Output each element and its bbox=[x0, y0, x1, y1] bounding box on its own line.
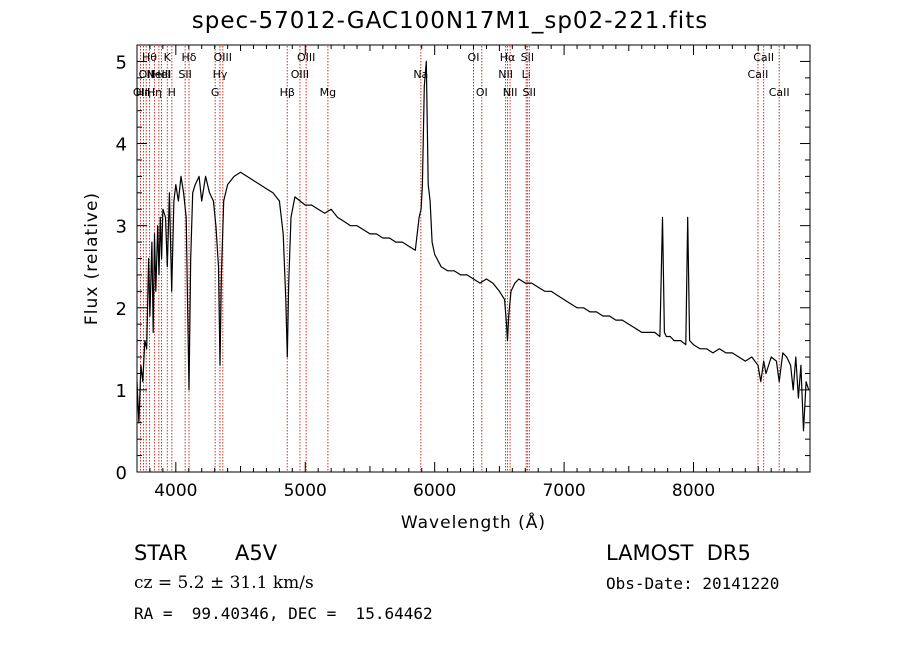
line-marker-label: Hη bbox=[136, 86, 151, 99]
line-marker-label: SII bbox=[521, 51, 534, 64]
line-marker-label: OIII bbox=[297, 51, 315, 64]
line-marker-label: CaII bbox=[769, 86, 790, 99]
x-tick-label: 5000 bbox=[284, 481, 327, 501]
object-subclass: A5V bbox=[235, 541, 278, 565]
line-marker-label: Hδ bbox=[182, 51, 197, 64]
survey-name: LAMOST DR5 bbox=[606, 541, 751, 565]
x-tick-label: 8000 bbox=[672, 481, 715, 501]
y-tick-label: 1 bbox=[116, 381, 127, 402]
y-tick-label: 3 bbox=[116, 217, 127, 238]
line-marker-label: CaII bbox=[753, 51, 774, 64]
line-marker-label: SII bbox=[178, 68, 191, 81]
line-marker-label: Mg bbox=[320, 86, 336, 99]
x-tick-label: 7000 bbox=[542, 481, 585, 501]
object-class: STAR bbox=[134, 541, 188, 565]
redshift-cz: cz = 5.2 ± 31.1 km/s bbox=[134, 573, 314, 593]
line-marker-label: OI bbox=[476, 86, 488, 99]
y-axis-label: Flux (relative) bbox=[82, 192, 102, 325]
y-tick-label: 2 bbox=[116, 299, 127, 320]
line-marker-label: OIII bbox=[291, 68, 309, 81]
line-marker-label: Hθ bbox=[142, 51, 157, 64]
line-marker-label: NeIII bbox=[147, 68, 172, 81]
line-marker-label: H bbox=[168, 86, 176, 99]
line-marker-label: SII bbox=[523, 86, 536, 99]
line-marker-label: G bbox=[211, 86, 220, 99]
axes: 4000 5000 6000 7000 8000 0 1 2 3 4 5 Wavelength (Å)… bbox=[82, 44, 811, 533]
line-marker-label: NII bbox=[503, 86, 518, 99]
line-marker-label: HeI bbox=[152, 68, 170, 81]
line-marker-label: Hβ bbox=[280, 86, 295, 99]
spectrum-plot bbox=[136, 60, 810, 432]
line-marker-label: Hγ bbox=[213, 68, 228, 81]
x-tick-label: 6000 bbox=[413, 481, 456, 501]
line-marker-label: Hη bbox=[147, 86, 162, 99]
line-marker-label: OIII bbox=[214, 51, 232, 64]
obs-date: Obs-Date: 20141220 bbox=[606, 574, 780, 593]
line-marker-label: K bbox=[164, 51, 172, 64]
ra-dec: RA = 99.40346, DEC = 15.64462 bbox=[134, 604, 433, 623]
x-axis-label: Wavelength (Å) bbox=[401, 511, 546, 533]
y-tick-label: 5 bbox=[116, 52, 127, 73]
x-tick-label: 4000 bbox=[154, 481, 197, 501]
line-marker-label: Li bbox=[522, 68, 531, 81]
line-markers: OIIHηOIIHθHηNeIIIHeIKHSIIHδGHγOIIIHβOIII… bbox=[133, 46, 790, 471]
line-marker-label: NII bbox=[498, 68, 513, 81]
line-marker-label: Hα bbox=[500, 51, 516, 64]
y-tick-label: 4 bbox=[116, 135, 127, 156]
line-marker-label: CaII bbox=[748, 68, 769, 81]
line-marker-label: OI bbox=[468, 51, 480, 64]
spectrum-line bbox=[136, 60, 810, 432]
chart-title: spec-57012-GAC100N17M1_sp02-221.fits bbox=[191, 8, 709, 34]
y-tick-label: 0 bbox=[116, 463, 127, 484]
